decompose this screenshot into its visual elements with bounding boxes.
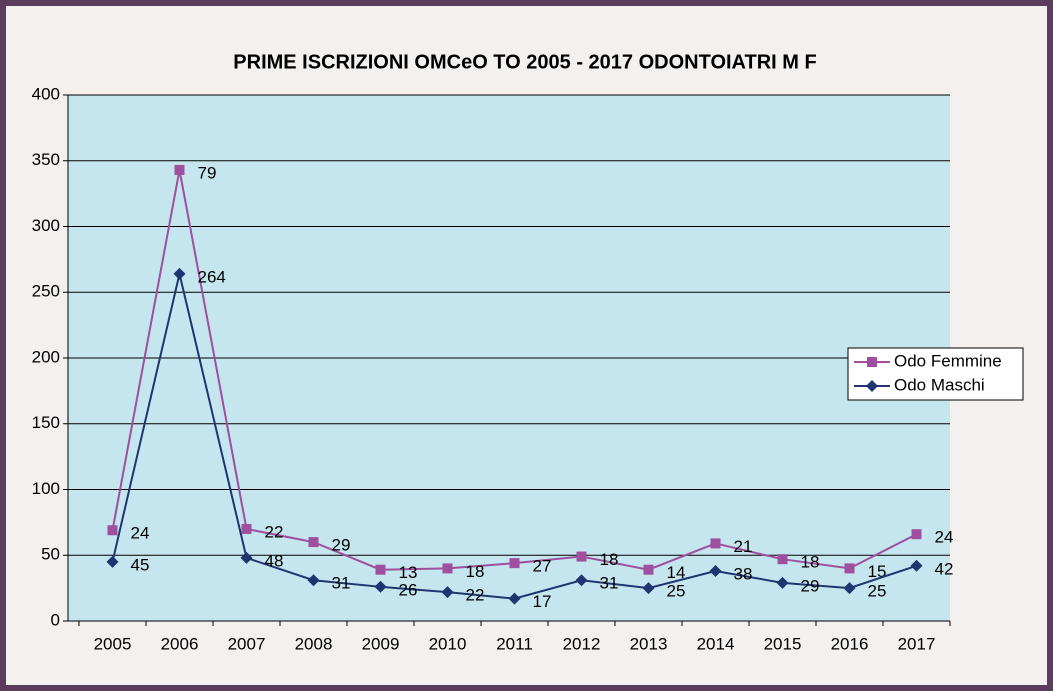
- marker: [866, 380, 878, 392]
- data-label: 42: [935, 559, 954, 578]
- data-label: 22: [265, 522, 284, 541]
- data-label: 24: [935, 528, 954, 547]
- marker: [642, 582, 655, 595]
- marker: [709, 565, 722, 578]
- marker: [910, 559, 923, 572]
- data-label: 48: [265, 551, 284, 570]
- x-tick-label: 2007: [228, 634, 266, 653]
- data-label: 264: [198, 267, 226, 286]
- data-label: 15: [868, 562, 887, 581]
- y-tick-label: 150: [32, 413, 60, 432]
- marker: [442, 563, 453, 574]
- data-label: 13: [399, 563, 418, 582]
- data-label: 27: [533, 557, 552, 576]
- chart-title: PRIME ISCRIZIONI OMCeO TO 2005 - 2017 OD…: [233, 51, 816, 73]
- y-tick-label: 100: [32, 479, 60, 498]
- marker: [241, 523, 252, 534]
- marker: [843, 582, 856, 595]
- data-label: 18: [801, 553, 820, 572]
- marker: [509, 558, 520, 569]
- marker: [240, 551, 253, 564]
- y-tick-label: 200: [32, 347, 60, 366]
- x-tick-label: 2016: [831, 634, 869, 653]
- legend-label: Odo Maschi: [894, 375, 985, 394]
- data-label: 31: [600, 574, 619, 593]
- data-label: 29: [332, 536, 351, 555]
- y-tick-label: 350: [32, 150, 60, 169]
- x-tick-label: 2015: [764, 634, 802, 653]
- marker: [375, 564, 386, 575]
- x-tick-label: 2017: [898, 634, 936, 653]
- data-label: 14: [667, 563, 686, 582]
- marker: [576, 551, 587, 562]
- x-tick-label: 2012: [563, 634, 601, 653]
- y-tick-label: 300: [32, 216, 60, 235]
- x-tick-label: 2006: [161, 634, 199, 653]
- marker: [776, 576, 789, 589]
- marker: [867, 357, 877, 367]
- data-label: 21: [734, 537, 753, 556]
- y-tick-label: 50: [41, 545, 60, 564]
- data-label: 24: [131, 524, 150, 543]
- x-tick-label: 2013: [630, 634, 668, 653]
- marker: [174, 164, 185, 175]
- marker: [374, 580, 387, 593]
- marker: [508, 592, 521, 605]
- data-label: 18: [600, 550, 619, 569]
- x-tick-label: 2014: [697, 634, 735, 653]
- data-label: 22: [466, 586, 485, 605]
- marker: [308, 537, 319, 548]
- data-label: 45: [131, 555, 150, 574]
- data-label: 25: [868, 582, 887, 601]
- marker: [107, 525, 118, 536]
- y-tick-label: 400: [32, 84, 60, 103]
- data-label: 18: [466, 562, 485, 581]
- marker: [307, 574, 320, 587]
- x-tick-label: 2005: [94, 634, 132, 653]
- marker: [844, 563, 855, 574]
- marker: [441, 586, 454, 599]
- data-label: 25: [667, 582, 686, 601]
- legend-label: Odo Femmine: [894, 351, 1002, 370]
- x-tick-label: 2010: [429, 634, 467, 653]
- marker: [173, 267, 186, 280]
- marker: [106, 555, 119, 568]
- x-tick-label: 2009: [362, 634, 400, 653]
- y-tick-label: 0: [51, 610, 60, 629]
- marker: [911, 529, 922, 540]
- x-tick-label: 2011: [496, 634, 533, 653]
- marker: [777, 554, 788, 565]
- data-label: 38: [734, 565, 753, 584]
- y-tick-label: 250: [32, 282, 60, 301]
- marker: [710, 538, 721, 549]
- x-tick-label: 2008: [295, 634, 333, 653]
- marker: [575, 574, 588, 587]
- data-label: 17: [533, 592, 552, 611]
- marker: [643, 564, 654, 575]
- data-label: 79: [198, 163, 217, 182]
- data-label: 29: [801, 576, 820, 595]
- data-label: 26: [399, 580, 418, 599]
- data-label: 31: [332, 574, 351, 593]
- legend-box: [847, 347, 1024, 401]
